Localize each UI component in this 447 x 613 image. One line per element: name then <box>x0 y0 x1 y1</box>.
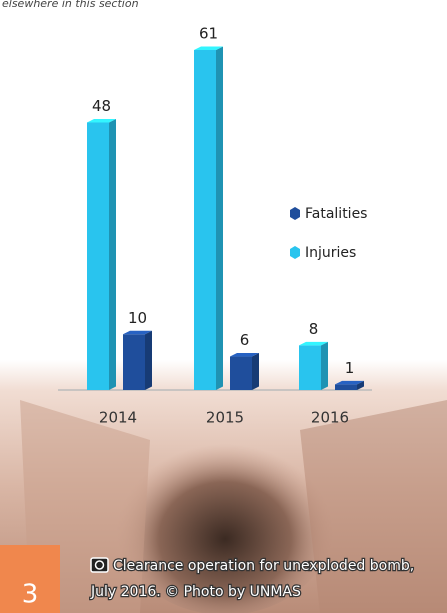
bar-side <box>216 47 223 391</box>
x-tick-label: 2014 <box>99 409 137 427</box>
caption-line: July 2016. © Photo by UNMAS <box>90 584 301 600</box>
bar <box>299 342 328 390</box>
bar-front <box>230 357 252 390</box>
x-tick-label: 2016 <box>311 409 349 427</box>
bar-front <box>123 334 145 390</box>
legend-swatch <box>290 246 300 259</box>
bar-front <box>299 345 321 390</box>
legend-swatch <box>290 207 300 220</box>
bar <box>335 381 364 390</box>
chart: elsewhere in this section 3 Clearance op… <box>0 0 447 613</box>
bar <box>194 47 223 391</box>
photo-wall <box>300 400 447 613</box>
camera-icon <box>91 558 108 572</box>
page-number: 3 <box>22 580 39 610</box>
value-label: 48 <box>92 97 111 115</box>
legend-label: Fatalities <box>305 206 367 222</box>
bar <box>230 353 259 390</box>
value-label: 8 <box>309 320 319 338</box>
bar-front <box>87 122 109 390</box>
value-label: 1 <box>345 359 355 377</box>
value-label: 61 <box>199 25 218 43</box>
header-note: elsewhere in this section <box>2 0 139 10</box>
bar-front <box>335 384 357 390</box>
bar-side <box>145 331 152 390</box>
bar <box>123 331 152 390</box>
bar-side <box>109 119 116 390</box>
page: {"header_note": "elsewhere in this secti… <box>0 0 447 613</box>
caption-line: Clearance operation for unexploded bomb, <box>113 558 414 574</box>
value-label: 6 <box>240 331 250 349</box>
bar-front <box>194 50 216 390</box>
x-tick-label: 2015 <box>206 409 244 427</box>
value-label: 10 <box>128 309 147 327</box>
bar-side <box>321 342 328 390</box>
bar-side <box>252 353 259 390</box>
legend-label: Injuries <box>305 245 356 261</box>
bar <box>87 119 116 390</box>
